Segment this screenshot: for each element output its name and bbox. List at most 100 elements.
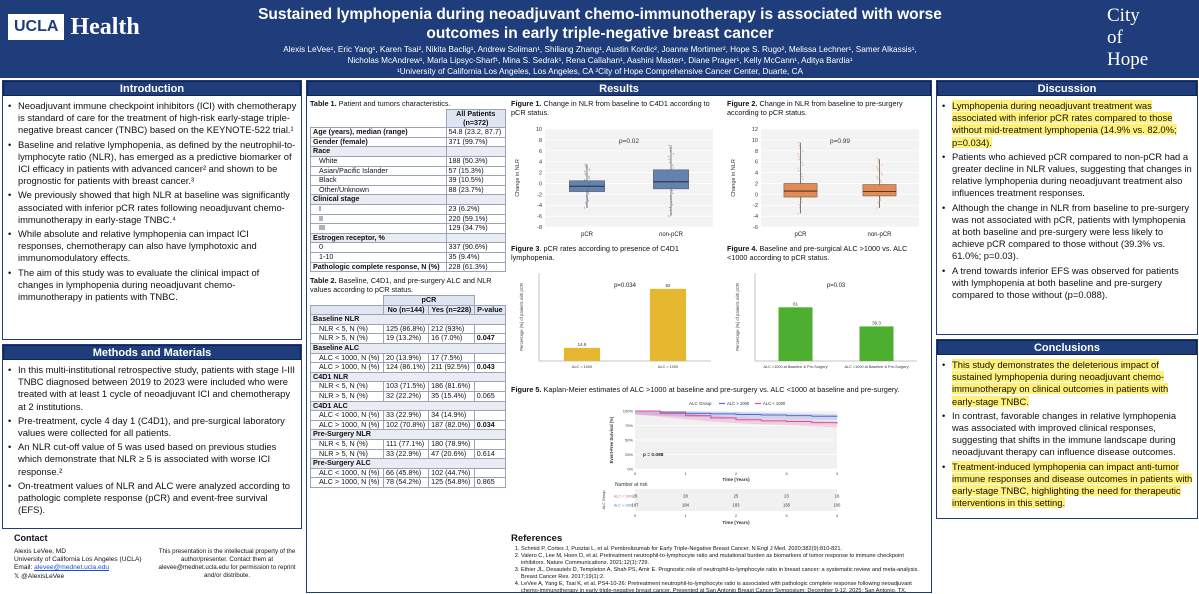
y-tick-label: 4 [755,171,758,177]
data-point [802,178,804,181]
y-tick-label: -4 [753,214,758,220]
table-cell-no: 111 (77.1%) [383,439,430,450]
data-point [877,158,879,160]
title-line-2: outcomes in early triple-negative breast… [426,25,774,42]
introduction-bullet: We previously showed that high NLR at ba… [6,189,297,226]
table-row: 0 337 (90.6%) [310,242,507,253]
poster-title: Sustained lymphopenia during neoadjuvant… [200,5,1000,43]
data-point [801,161,803,164]
contact-email-link[interactable]: alevee@mednet.ucla.edu [34,564,110,572]
y-axis-label: Change in NLR [731,159,737,197]
table2-caption-label: Table 2. [310,276,337,286]
risk-x-tick-label: 3 [785,513,788,518]
table-row: Gender (female) 371 (99.7%) [310,136,507,148]
table-row: Pre-Surgery ALC [310,458,506,469]
ucla-logo-box: UCLA [8,14,65,40]
p-value-annotation: p=0.02 [619,138,639,145]
survival-curve [635,410,838,417]
table-cell-no: 33 (22.9%) [383,448,430,460]
p-value-annotation: p=0.03 [827,283,846,289]
data-point [669,147,671,149]
table-cell-label: 1-10 [310,251,447,263]
table-cell-no: 124 (86.1%) [383,362,430,373]
methods-heading: Methods and Materials [3,345,301,360]
references-list: Schmid P, Cortes J, Pusztai L, et al. Pe… [511,546,929,594]
bar-value-label: 39.3 [872,320,881,325]
table-cell-pvalue: 0.614 [473,448,507,460]
table-cell-pvalue: 0.043 [473,362,507,373]
data-point [588,193,590,195]
p-value-annotation: p=0.99 [830,138,850,145]
conclusions-bullet: This study demonstrates the deleterious … [940,359,1193,408]
x-tick-label: 4 [836,471,839,476]
discussion-heading: Discussion [937,81,1197,96]
table2-body: Baseline NLR NLR < 5, N (%) 125 (86.8%) 212… [309,314,507,488]
y-axis-label: Percentage (%) of patients with pCR [519,283,524,351]
table-cell-pvalue: 0.034 [473,419,507,431]
reference-item: LeVee A, Yang E, Tsai K, et al. PS4-10-2… [521,581,929,594]
legend-label: ALC > 1000 [727,401,750,406]
table-cell-yes: 180 (78.9%) [428,439,475,450]
table-cell-label: ALC < 1000, N (%) [309,410,385,421]
authors-line-2: Nicholas McAndrew¹, Marla Lipsyc-Sharf¹,… [347,56,853,65]
conclusions-heading: Conclusions [937,340,1197,355]
methods-bullets: In this multi-institutional retrospectiv… [3,360,301,516]
y-tick-label: 25% [625,452,633,457]
discussion-bullet: Although the change in NLR from baseline… [940,202,1193,263]
city-of-hope-logo: City of Hope [1107,5,1189,70]
figure5-caption: Figure 5. Kaplan-Meier estimates of ALC … [511,385,929,394]
data-point [797,167,799,169]
y-tick-label: 6 [539,149,542,155]
data-point [798,141,800,144]
fig1-caption-text: Change in NLR from baseline to C4D1 acco… [511,99,710,117]
y-tick-label: 8 [755,149,758,155]
y-tick-label: -2 [537,192,542,198]
authors-line-1: Alexis LeVee¹, Eric Yang¹, Karen Tsai², … [283,45,917,54]
table2-header-no: No (n=144) [383,304,430,316]
data-point [798,156,800,158]
data-point [877,160,879,162]
introduction-bullet-text: The aim of this study was to evaluate th… [18,266,260,303]
contact-org: University of California Los Angeles (UC… [14,556,142,564]
table-group-label: Baseline ALC [310,343,506,354]
figure2-boxplot: -6 -4 -2 0 2 4 6 8 10 12 Change in NLR p=0.99 pCR non… [731,127,919,238]
table-cell-label: Clinical stage [310,194,447,205]
risk-table-title: Number at risk [615,482,648,488]
risk-table-area [635,489,837,511]
y-tick-label: -6 [753,225,758,231]
data-point [798,170,800,172]
fig2-caption-text: Change in NLR from baseline to pre-surge… [727,99,903,117]
discussion-bullet: A trend towards inferior EFS was observe… [940,265,1193,302]
results-panel: Results Table 1. Patient and tumors char… [306,80,932,594]
table-cell-pvalue [473,410,507,421]
contact-heading: Contact [14,533,48,543]
data-point [588,177,591,180]
introduction-bullet: The aim of this study was to evaluate th… [6,267,297,304]
table2-group-blank-2 [474,295,506,306]
risk-count: 25 [734,494,739,499]
data-point [801,175,803,178]
table-cell-value: 228 (61.3%) [445,261,507,273]
data-point [801,201,803,203]
risk-count: 23 [784,494,789,499]
y-tick-label: -6 [537,214,542,220]
legend-title: ALC Group [689,401,712,406]
data-point [880,199,882,201]
y-tick-label: 6 [755,160,758,166]
data-point [672,192,674,195]
contact-name: Alexis LeVee, MD [14,548,67,555]
data-point [584,172,586,174]
table-cell-no: 78 (54.2%) [383,477,430,488]
table1-header-title: All Patients [456,109,496,118]
table-cell-value [445,194,507,205]
risk-x-tick-label: 1 [684,513,687,518]
fig5-caption-label: Figure 5. [511,385,542,394]
contact-social[interactable]: 𝕏 @AlexisLeVee [14,572,65,580]
figure4-caption: Figure 4. Baseline and pre-surgical ALC … [727,244,927,262]
table2-group-blank [310,295,384,306]
table-cell-label: ALC > 1000, N (%) [309,477,385,488]
table-cell-value: 35 (9.4%) [445,251,507,263]
data-point [802,164,804,166]
x-tick-label: 0 [634,471,637,476]
fig5-caption-text: Kaplan-Meier estimates of ALC >1000 at b… [541,385,900,394]
